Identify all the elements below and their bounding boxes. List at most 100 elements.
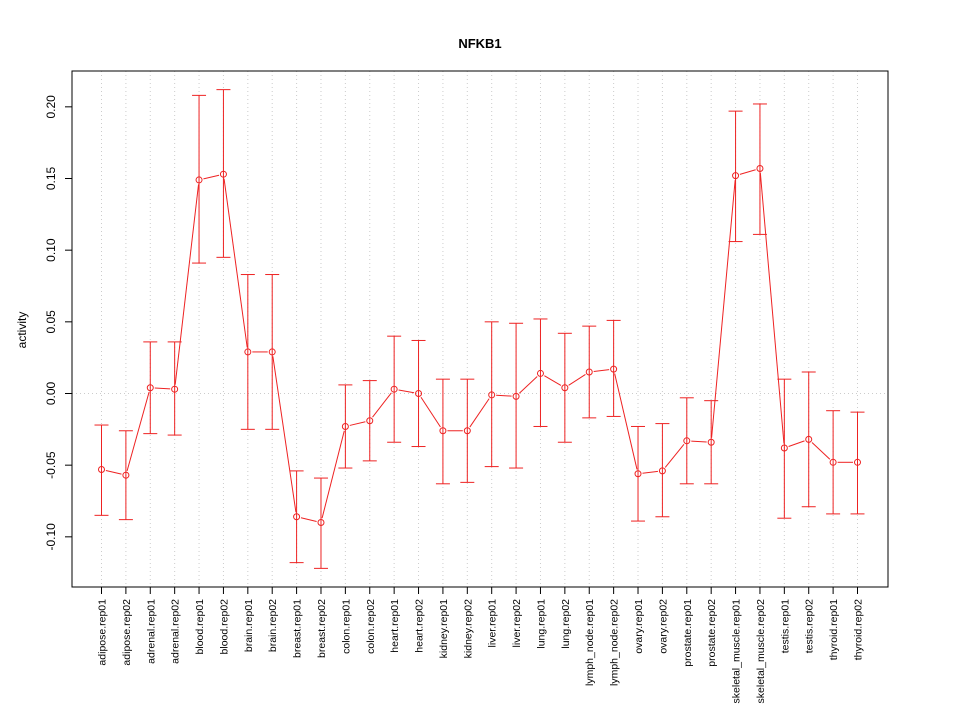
series-line-segment [126,391,150,471]
x-tick-label: thyroid.rep01 [828,599,840,660]
series-line-segment [593,369,610,372]
series-line-segment [614,373,638,470]
series-line-segment [544,375,562,386]
x-tick-label: heart.rep02 [414,599,426,653]
x-tick-label: brain.rep01 [243,599,255,652]
series-line-segment [739,169,756,175]
x-axis: adipose.rep01 adipose.rep02 adrenal.rep01 a… [97,586,865,704]
series-line-segment [223,178,248,348]
x-tick-label: lung.rep02 [560,599,572,649]
data-point [171,385,179,393]
x-tick-label: thyroid.rep02 [853,599,865,660]
x-tick-label: blood.rep01 [194,599,206,655]
x-tick-label: colon.rep01 [340,599,352,654]
x-tick-label: brain.rep02 [267,599,279,652]
series-line-segment [691,440,707,443]
data-point [244,348,252,356]
series-line-segment [203,174,220,180]
data-point [634,470,642,478]
x-tick-label: adipose.rep02 [121,599,133,666]
x-tick-label: prostate.rep01 [682,599,694,667]
data-point [195,176,203,184]
series-line-segment [174,184,200,385]
data-point [756,164,764,172]
x-tick-label: heart.rep01 [389,599,401,653]
data-point [707,438,715,446]
y-tick-label: 0.15 [44,166,58,190]
series-line-segment [105,470,122,475]
x-tick-label: liver.rep01 [487,599,499,648]
series-line-segment [420,396,441,428]
x-tick-label: lung.rep01 [535,599,547,649]
series-line-segment [349,421,366,426]
series-line-segment [788,440,805,447]
x-tick-label: lymph_node.rep02 [609,599,621,686]
data-point [390,385,398,393]
x-tick-label: adipose.rep01 [97,599,109,666]
data-point [146,384,154,392]
x-tick-label: breast.rep01 [292,599,304,658]
error-bars [94,89,865,569]
series-line-segment [759,172,785,444]
data-point [463,427,471,435]
x-tick-label: adrenal.rep02 [170,599,182,664]
x-tick-label: adrenal.rep01 [145,599,157,664]
data-point [780,444,788,452]
x-tick-label: liver.rep02 [511,599,523,648]
data-point [658,467,666,475]
data-point [512,392,520,400]
data-point [805,435,813,443]
x-tick-label: lymph_node.rep01 [584,599,596,686]
y-tick-label: -0.10 [44,523,58,551]
data-point [610,365,618,373]
data-point [732,172,740,180]
data-point [98,465,105,473]
data-point [415,390,423,397]
series-line-segment [321,430,345,519]
y-axis: -0.10 -0.05 0.00 0.05 0.10 0.15 0.20 [44,95,73,551]
x-tick-label: breast.rep02 [316,599,328,658]
chart-title: NFKB1 [458,36,501,51]
data-point [536,369,544,377]
data-point [293,513,301,521]
series-line-segment [300,517,317,522]
y-tick-label: 0.20 [44,95,58,119]
series-line-segment [372,392,392,418]
grid-layer [72,71,888,587]
data-point [122,471,130,479]
series-line-segment [711,180,736,438]
x-tick-label: blood.rep02 [218,599,230,655]
data-point [561,384,569,392]
data-point [585,368,593,376]
data-point [439,427,447,435]
series-line-segment [519,376,538,394]
series-line-segment [496,394,512,397]
data-point [366,417,374,425]
data-point [854,458,861,466]
x-tick-label: skeletal_muscle.rep01 [731,599,743,704]
y-tick-label: 0.00 [44,381,58,405]
x-tick-label: testis.rep02 [804,599,816,653]
data-point [268,348,276,356]
plot-frame [71,70,889,588]
series-layer [98,164,861,526]
series-line-segment [811,442,831,460]
x-tick-label: ovary.rep02 [657,599,669,654]
data-point [683,437,691,445]
series-line-segment [664,443,685,468]
y-tick-label: 0.05 [44,310,58,334]
y-axis-label: activity [15,312,29,349]
data-point [341,422,349,430]
x-tick-label: kidney.rep01 [438,599,450,659]
x-tick-label: skeletal_muscle.rep02 [755,599,767,704]
data-point [829,458,837,466]
series-line-segment [642,470,658,474]
x-tick-label: testis.rep01 [779,599,791,653]
x-tick-label: ovary.rep01 [633,599,645,654]
series-line-segment [154,387,171,390]
series-line-segment [398,389,415,394]
x-tick-label: prostate.rep02 [706,599,718,667]
series-line-segment [568,374,586,386]
x-tick-label: kidney.rep02 [462,599,474,659]
